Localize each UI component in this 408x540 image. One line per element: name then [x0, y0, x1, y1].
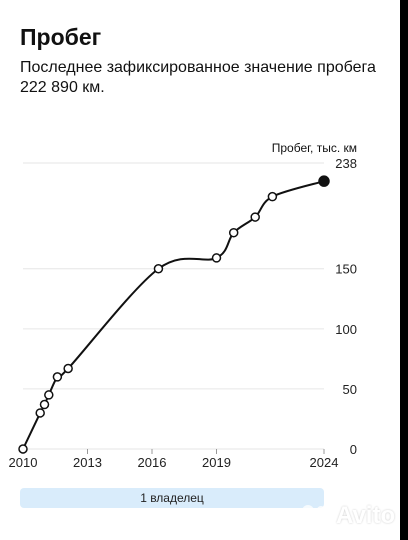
- data-point: [63, 363, 73, 374]
- y-tick-label: 238: [335, 156, 357, 171]
- data-point: [267, 191, 278, 202]
- x-tick-label: 2016: [138, 455, 167, 470]
- data-point: [228, 227, 239, 238]
- y-tick-label: 150: [335, 262, 357, 277]
- data-point: [39, 399, 50, 410]
- data-point: [153, 263, 164, 274]
- data-point: [52, 372, 63, 382]
- watermark-text: Avito: [336, 502, 396, 529]
- avito-logo-icon: [302, 505, 326, 528]
- data-point: [35, 408, 45, 418]
- x-tick-label: 2013: [73, 455, 102, 470]
- mileage-chart: Пробег, тыс. км 0 50 100 150 238 2010 2013 2016 2…: [9, 141, 357, 470]
- data-point: [44, 390, 54, 400]
- y-tick-label: 50: [343, 382, 357, 397]
- data-point: [211, 253, 222, 263]
- data-point: [250, 212, 260, 222]
- x-tick-label: 2024: [310, 455, 339, 470]
- avito-watermark: Avito: [300, 500, 400, 532]
- y-axis-label: Пробег, тыс. км: [272, 141, 357, 155]
- y-tick-label: 0: [350, 442, 357, 457]
- x-tick-label: 2010: [9, 455, 38, 470]
- data-point: [18, 444, 28, 454]
- series-line: [22, 180, 325, 450]
- mileage-summary: Последнее зафиксированное значение пробе…: [20, 59, 376, 96]
- owners-bar[interactable]: 1 владелец: [20, 488, 324, 508]
- latest-data-point: [318, 175, 330, 187]
- owners-label: 1 владелец: [140, 491, 204, 505]
- x-tick-label: 2019: [202, 455, 231, 470]
- y-tick-label: 100: [335, 322, 357, 337]
- section-title: Пробег: [20, 24, 102, 50]
